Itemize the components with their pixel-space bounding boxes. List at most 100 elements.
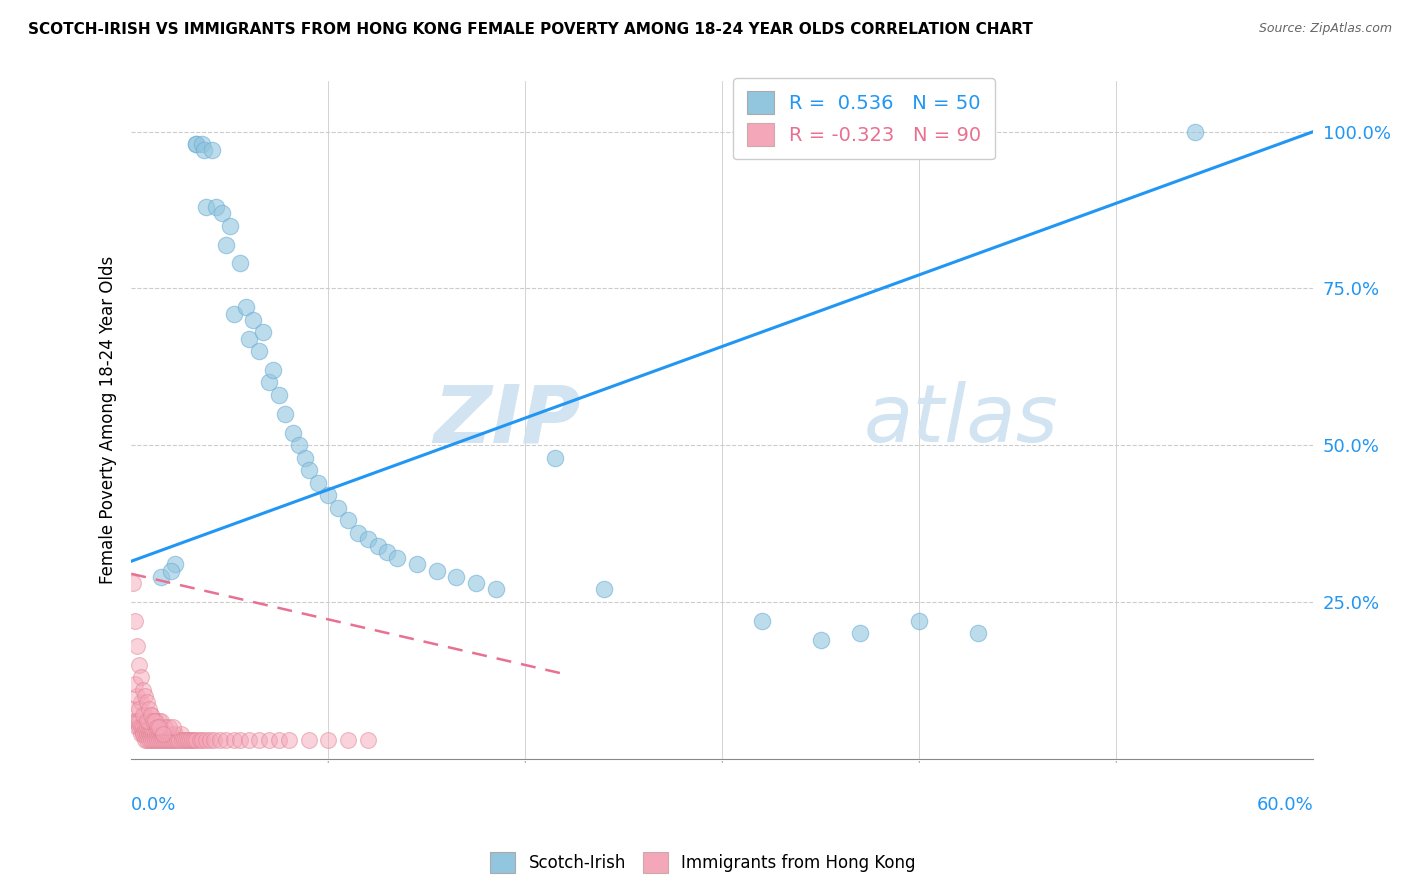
Text: SCOTCH-IRISH VS IMMIGRANTS FROM HONG KONG FEMALE POVERTY AMONG 18-24 YEAR OLDS C: SCOTCH-IRISH VS IMMIGRANTS FROM HONG KON… (28, 22, 1033, 37)
Point (148, 714, 170, 728)
Point (138, 720, 160, 734)
Point (426, 564, 449, 578)
Point (908, 614, 931, 628)
Point (181, 733, 204, 747)
Point (148, 733, 170, 747)
Point (157, 720, 180, 734)
Point (356, 533, 378, 547)
Point (136, 714, 159, 728)
Point (156, 733, 179, 747)
Point (122, 701, 145, 715)
Point (148, 727, 170, 741)
Point (124, 676, 146, 690)
Point (326, 500, 349, 515)
Point (593, 582, 616, 597)
Point (215, 237, 238, 252)
Point (252, 326, 274, 340)
Point (149, 733, 172, 747)
Point (136, 733, 159, 747)
Point (274, 407, 297, 421)
Point (257, 733, 280, 747)
Point (163, 727, 186, 741)
Point (132, 682, 155, 697)
Point (152, 727, 174, 741)
Point (134, 733, 156, 747)
Point (157, 733, 180, 747)
Point (169, 727, 191, 741)
Point (247, 344, 270, 359)
Point (162, 733, 184, 747)
Point (142, 733, 165, 747)
Point (191, 733, 214, 747)
Point (159, 733, 181, 747)
Point (166, 733, 188, 747)
Point (124, 714, 146, 728)
Point (211, 206, 233, 220)
Point (222, 733, 245, 747)
Point (297, 463, 319, 477)
Point (143, 733, 166, 747)
Point (146, 727, 169, 741)
Point (127, 720, 149, 734)
Point (139, 733, 162, 747)
Point (132, 707, 155, 722)
Point (128, 720, 150, 734)
Point (195, 733, 218, 747)
Point (257, 376, 280, 390)
Point (156, 727, 179, 741)
Point (127, 714, 149, 728)
Point (235, 300, 257, 314)
Point (128, 657, 150, 672)
Point (228, 256, 250, 270)
Point (202, 733, 225, 747)
Text: 60.0%: 60.0% (1257, 796, 1313, 814)
Point (281, 425, 304, 440)
Point (1184, 125, 1206, 139)
Point (157, 727, 180, 741)
Point (485, 582, 508, 597)
Point (132, 727, 155, 741)
Point (128, 701, 150, 715)
Point (751, 614, 773, 628)
Point (179, 733, 201, 747)
Point (148, 720, 170, 734)
Point (163, 558, 186, 572)
Point (143, 714, 166, 728)
Point (336, 513, 359, 527)
Point (138, 714, 160, 728)
Point (406, 558, 429, 572)
Point (186, 137, 208, 152)
Point (238, 733, 260, 747)
Point (201, 144, 224, 158)
Point (153, 733, 176, 747)
Point (139, 727, 162, 741)
Point (307, 475, 329, 490)
Point (247, 733, 270, 747)
Point (138, 727, 160, 741)
Text: atlas: atlas (865, 381, 1059, 459)
Point (143, 727, 166, 741)
Point (810, 632, 832, 647)
Point (356, 733, 378, 747)
Text: ZIP: ZIP (433, 381, 581, 459)
Point (262, 363, 284, 377)
Point (198, 733, 221, 747)
Point (138, 733, 160, 747)
Point (222, 306, 245, 320)
Point (134, 720, 156, 734)
Point (129, 720, 152, 734)
Point (191, 137, 214, 152)
Point (346, 526, 368, 541)
Point (146, 733, 169, 747)
Point (377, 545, 399, 559)
Legend: R =  0.536   N = 50, R = -0.323   N = 90: R = 0.536 N = 50, R = -0.323 N = 90 (733, 78, 995, 160)
Point (205, 200, 228, 214)
Text: Source: ZipAtlas.com: Source: ZipAtlas.com (1258, 22, 1392, 36)
Point (124, 614, 146, 628)
Point (149, 570, 172, 584)
Point (149, 714, 172, 728)
Point (186, 137, 208, 152)
Point (163, 733, 186, 747)
Point (316, 733, 339, 747)
Point (176, 733, 198, 747)
